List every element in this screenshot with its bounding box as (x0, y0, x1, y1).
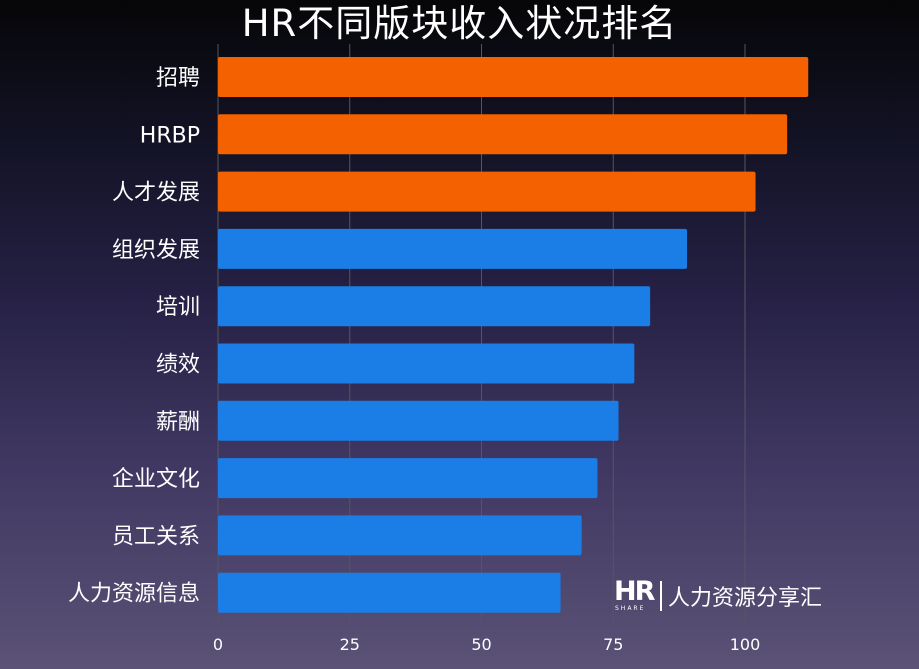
bar-3 (218, 171, 756, 212)
watermark-divider (660, 581, 662, 611)
chart-title: HR不同版块收入状况排名 (241, 2, 678, 45)
watermark-text: 人力资源分享汇 (668, 586, 823, 611)
x-tick-label-75: 75 (603, 635, 623, 654)
bar-7 (218, 400, 619, 441)
category-label-3: 人才发展 (112, 181, 200, 206)
bar-9 (218, 515, 582, 556)
tick-label-layer: 0 25 50 75 100 (213, 635, 760, 654)
category-label-4: 组织发展 (112, 238, 200, 263)
category-label-7: 薪酬 (156, 410, 200, 435)
bar-layer (218, 57, 809, 613)
bar-4 (218, 228, 688, 269)
logo-subtext: SHARE (615, 605, 646, 612)
logo-letters: HR (614, 576, 655, 607)
category-label-8: 企业文化 (112, 467, 200, 492)
x-tick-label-100: 100 (730, 635, 761, 654)
bar-5 (218, 286, 651, 327)
category-label-1: 招聘 (156, 66, 200, 91)
x-tick-label-0: 0 (213, 635, 223, 654)
bar-2 (218, 114, 788, 155)
category-label-6: 绩效 (156, 353, 200, 378)
bar-6 (218, 343, 635, 384)
category-label-9: 员工关系 (112, 524, 200, 549)
x-tick-label-25: 25 (340, 635, 360, 654)
hr-logo-icon: HR SHARE (614, 576, 658, 614)
bar-8 (218, 458, 598, 499)
category-label-5: 培训 (156, 295, 200, 320)
bar-1 (218, 57, 809, 97)
x-tick-label-50: 50 (471, 635, 491, 654)
bar-10 (218, 572, 561, 613)
category-label-10: 人力资源信息 (68, 582, 200, 607)
watermark: HR SHARE 人力资源分享汇 (614, 576, 822, 616)
category-label-2: HRBP (140, 123, 200, 148)
